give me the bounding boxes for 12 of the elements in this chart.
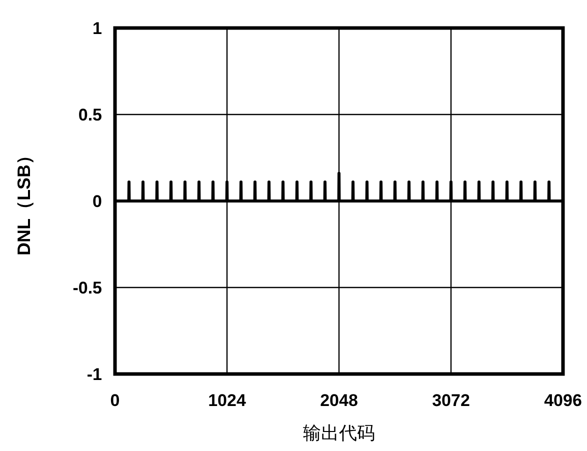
x-tick-label: 3072	[432, 391, 470, 410]
x-tick-label: 4096	[544, 391, 582, 410]
y-tick-label: -1	[86, 365, 102, 384]
y-tick-label: -0.5	[72, 278, 102, 298]
y-tick-label: 1	[92, 19, 102, 38]
x-tick-label: 2048	[320, 391, 358, 410]
y-axis-title: DNL（LSB）	[14, 146, 34, 256]
y-tick-label: 0	[92, 192, 102, 211]
x-tick-label: 1024	[208, 391, 246, 410]
x-axis-title: 输出代码	[303, 423, 375, 443]
y-tick-label: 0.5	[78, 106, 102, 124]
x-tick-label: 0	[110, 391, 120, 410]
